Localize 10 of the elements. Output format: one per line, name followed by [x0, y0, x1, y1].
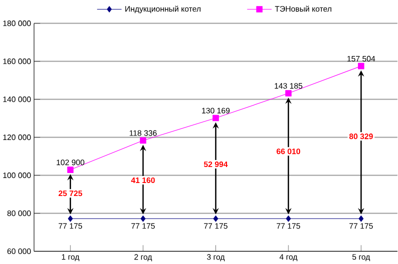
point: [286, 216, 291, 222]
point: [213, 216, 218, 222]
point: [67, 166, 74, 173]
point: [140, 137, 146, 144]
point: [68, 216, 73, 222]
point: [285, 90, 292, 96]
point: [140, 216, 146, 222]
point: [358, 216, 364, 222]
point: [358, 62, 364, 70]
point: [212, 114, 219, 122]
